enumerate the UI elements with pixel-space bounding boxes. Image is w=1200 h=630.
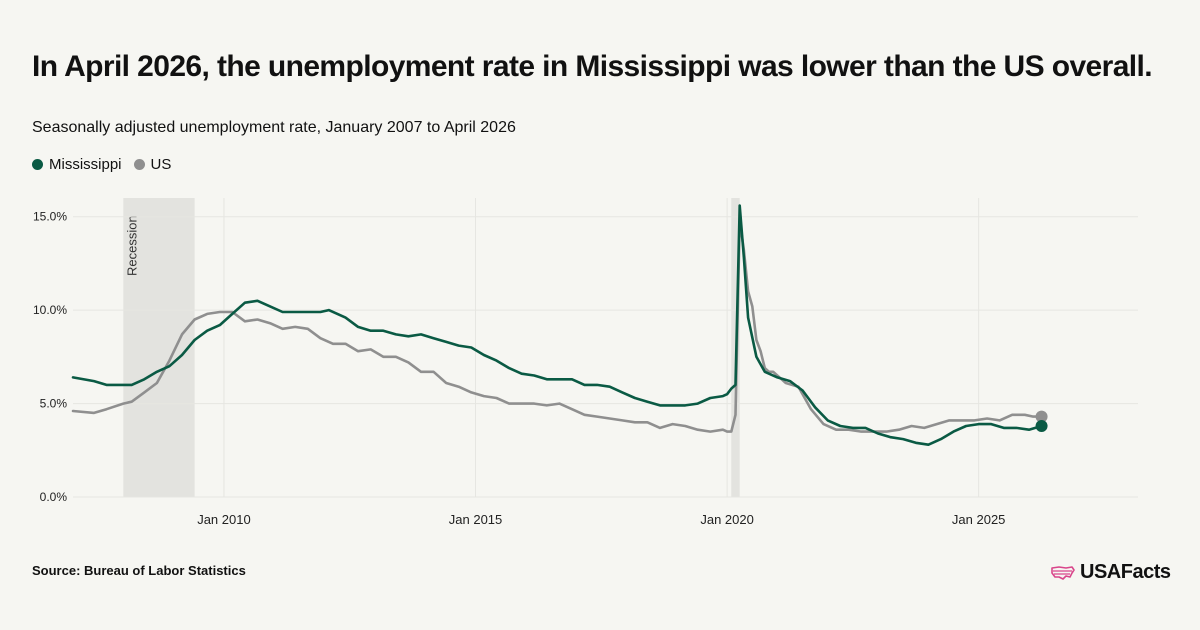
- source-note: Source: Bureau of Labor Statistics: [32, 563, 246, 578]
- legend-swatch-us: [133, 159, 145, 170]
- line-chart: Recession 0.0% 5.0% 10.0% 15.0% Jan 2010 Jan 2…: [33, 198, 1138, 527]
- x-tick-label: Jan 2025: [952, 512, 1006, 527]
- legend-label-us: US: [150, 156, 172, 173]
- recession-band-0: [123, 198, 195, 497]
- chart-subtitle: Seasonally adjusted unemployment rate, J…: [32, 119, 516, 136]
- chart-title: In April 2026, the unemployment rate in …: [32, 50, 1153, 83]
- brand-name: USAFacts: [1080, 561, 1171, 583]
- legend-swatch-mississippi: [32, 159, 43, 170]
- chart-area: Recession 0.0% 5.0% 10.0% 15.0% Jan 2010 Jan 2…: [0, 190, 1200, 535]
- y-tick-label: 10.0%: [33, 303, 67, 317]
- y-tick-label: 5.0%: [40, 397, 68, 411]
- y-tick-label: 15.0%: [33, 210, 67, 224]
- x-tick-label: Jan 2015: [449, 512, 503, 527]
- recession-label: Recession: [124, 215, 139, 276]
- series-line-mississippi: [71, 204, 1043, 446]
- us-map-icon: [1051, 565, 1075, 580]
- brand-logo[interactable]: USAFacts: [1050, 561, 1171, 584]
- series-endpoint-mississippi: [1035, 419, 1048, 432]
- legend-item-mississippi[interactable]: Mississippi: [32, 156, 122, 173]
- legend-label-mississippi: Mississippi: [49, 156, 122, 173]
- y-tick-label: 0.0%: [40, 490, 68, 504]
- x-tick-label: Jan 2020: [700, 512, 754, 527]
- legend-item-us[interactable]: US: [133, 156, 172, 173]
- x-tick-label: Jan 2010: [197, 512, 251, 527]
- legend: Mississippi US: [32, 156, 183, 173]
- series-endpoint-us: [1035, 410, 1048, 423]
